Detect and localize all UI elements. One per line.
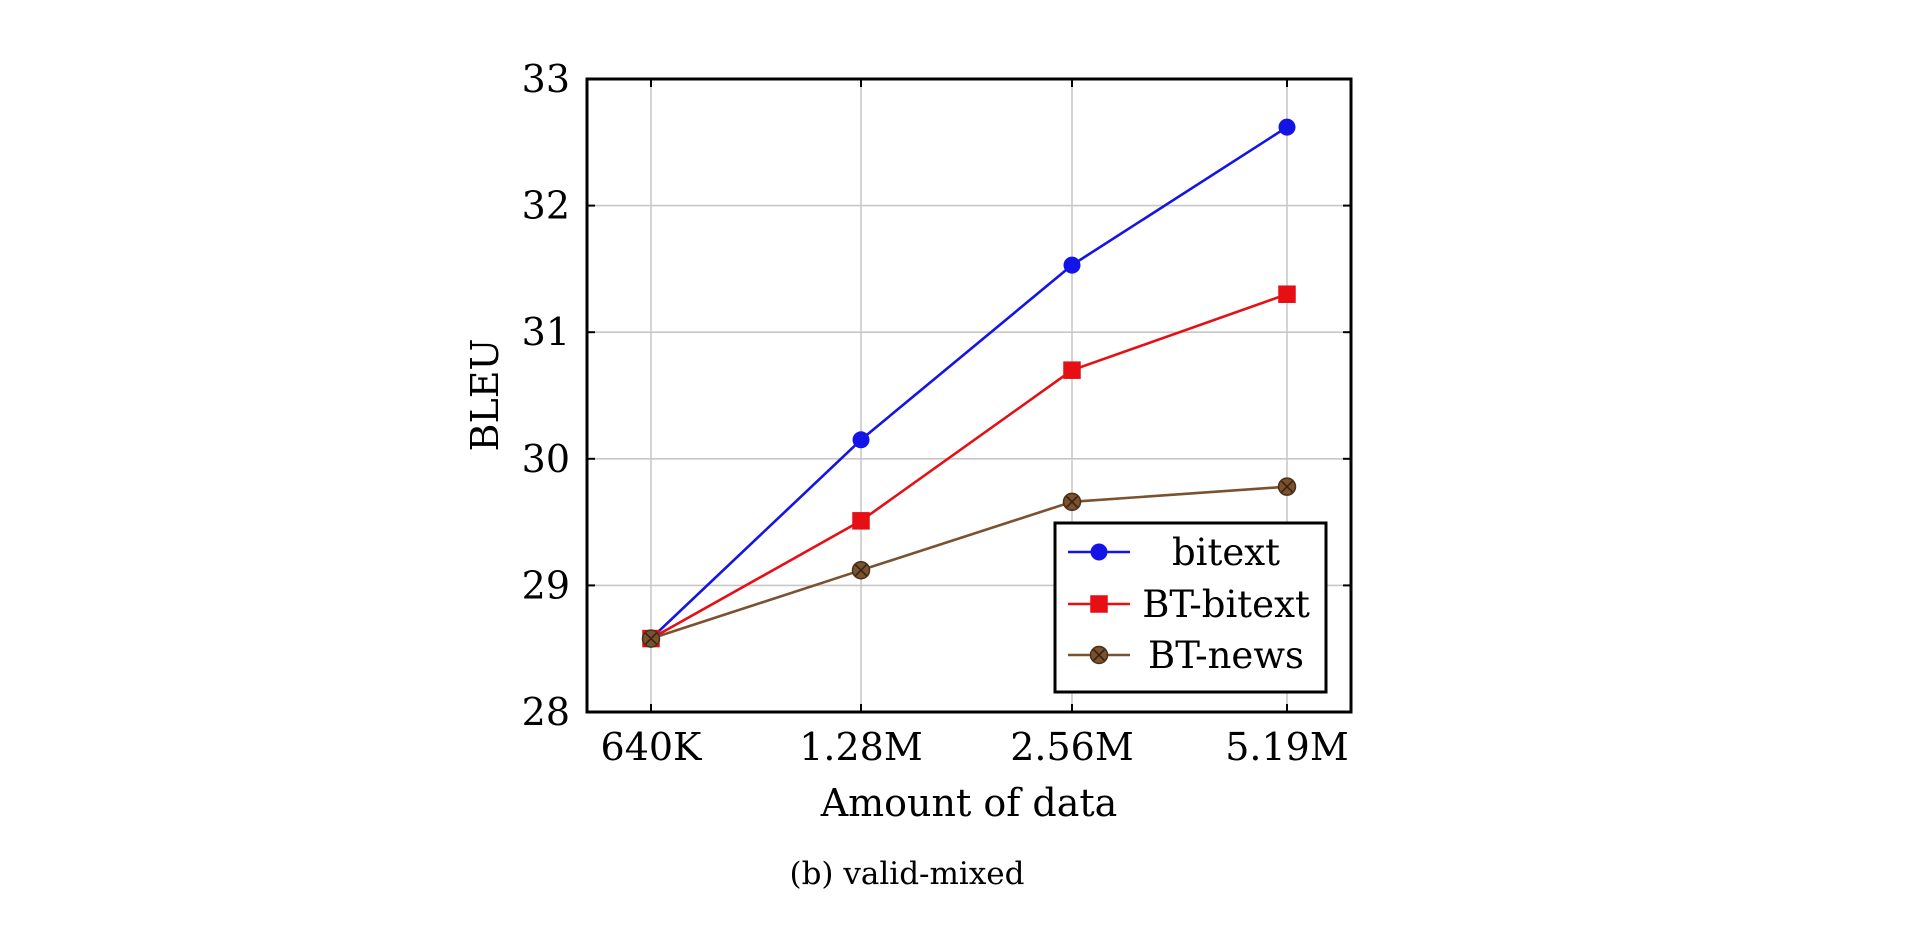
series-line-bt-news xyxy=(650,485,1288,640)
x-axis-title: Amount of data xyxy=(820,781,1118,825)
data-point-bitext xyxy=(1063,256,1081,274)
y-tick-label: 33 xyxy=(522,57,570,101)
data-point-bt-news xyxy=(851,560,871,580)
legend-entry-bt-news: BT-news xyxy=(1068,634,1304,677)
legend-entry-bitext: bitext xyxy=(1068,531,1280,574)
x-tick-label: 1.28M xyxy=(799,725,923,769)
series-line-bitext xyxy=(650,126,1288,640)
legend: bitext BT-bitext BT-news xyxy=(1053,521,1328,694)
legend-label-bt-news: BT-news xyxy=(1148,634,1304,677)
data-point-bitext xyxy=(1278,118,1296,136)
legend-marker-bt-bitext xyxy=(1090,595,1108,613)
data-point-bt-news-cross-b xyxy=(644,632,658,645)
data-point-bt-news xyxy=(1062,492,1082,512)
series-group xyxy=(641,118,1297,648)
y-tick-label: 28 xyxy=(522,690,570,734)
legend-label-bt-bitext: BT-bitext xyxy=(1142,583,1310,626)
y-axis-title: BLEU xyxy=(463,339,507,452)
data-point-bt-bitext xyxy=(1063,361,1081,379)
series-line-bt-bitext xyxy=(650,292,1288,640)
data-point-bt-bitext xyxy=(852,512,870,530)
y-tick-label: 30 xyxy=(522,437,570,481)
y-tick-label: 31 xyxy=(522,310,570,354)
data-point-bt-bitext xyxy=(1278,285,1296,303)
data-point-bt-news xyxy=(641,629,661,648)
data-point-bt-news xyxy=(1277,477,1297,496)
legend-entries: bitext BT-bitext BT-news xyxy=(1068,531,1310,677)
data-point-bt-news-cross-b xyxy=(1280,480,1294,493)
data-point-bitext xyxy=(852,431,870,449)
legend-entry-bt-bitext: BT-bitext xyxy=(1068,583,1310,626)
legend-marker-bt-news-cross-b xyxy=(1092,648,1106,662)
legend-label-bitext: bitext xyxy=(1172,531,1280,574)
data-point-bt-news-cross-b xyxy=(1065,495,1079,508)
figure-caption: (b) valid-mixed xyxy=(789,856,1024,892)
legend-marker-bitext xyxy=(1090,543,1108,561)
x-tick-label: 5.19M xyxy=(1225,725,1349,769)
plot-frame xyxy=(585,77,1353,714)
y-tick-label: 29 xyxy=(522,563,570,607)
y-tick-label: 32 xyxy=(522,184,570,228)
series-bt-news xyxy=(641,477,1297,648)
tick-labels: 640K 1.28M 2.56M 5.19M 28 29 30 31 32 33 xyxy=(522,57,1351,769)
x-tick-label: 2.56M xyxy=(1010,725,1134,769)
legend-marker-bt-news xyxy=(1089,645,1109,665)
data-point-bt-news-cross-b xyxy=(854,564,868,577)
x-tick-label: 640K xyxy=(601,725,703,769)
